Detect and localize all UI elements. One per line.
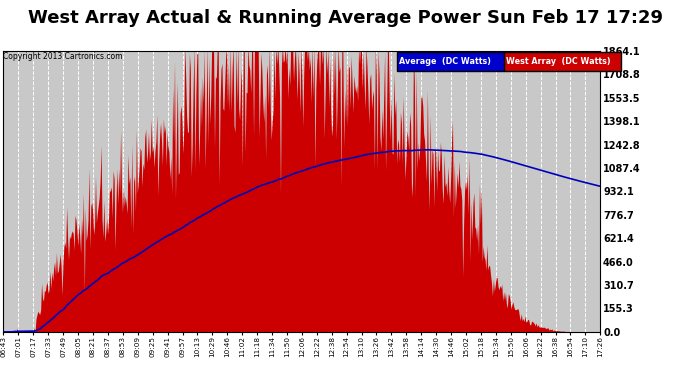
Text: West Array Actual & Running Average Power Sun Feb 17 17:29: West Array Actual & Running Average Powe… [28, 9, 662, 27]
Text: West Array  (DC Watts): West Array (DC Watts) [506, 57, 611, 66]
Text: Average  (DC Watts): Average (DC Watts) [399, 57, 491, 66]
Text: Copyright 2013 Cartronics.com: Copyright 2013 Cartronics.com [3, 52, 123, 61]
